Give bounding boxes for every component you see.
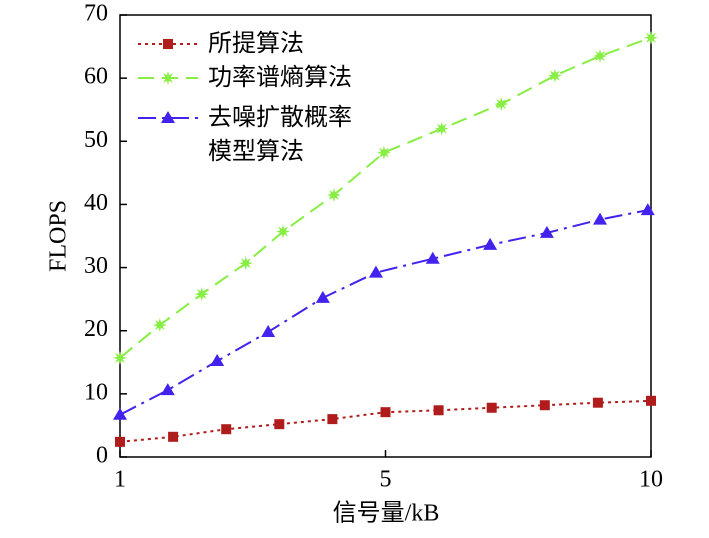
marker: [152, 318, 167, 332]
marker: [640, 203, 655, 216]
marker: [261, 324, 276, 337]
plot-frame: [119, 14, 652, 458]
y-tick-label: 20: [84, 316, 108, 342]
marker: [644, 30, 658, 45]
marker: [115, 436, 125, 447]
marker: [276, 224, 290, 239]
x-tick-label: 1: [114, 467, 126, 493]
marker: [494, 97, 509, 111]
legend-label: 去噪扩散概率模型算法: [208, 105, 352, 165]
y-tick-label: 50: [84, 127, 108, 153]
marker: [539, 400, 550, 411]
marker: [425, 251, 440, 264]
series-line: [119, 399, 652, 443]
marker: [593, 49, 607, 63]
marker: [327, 414, 338, 425]
marker: [547, 68, 562, 83]
y-axis-label: FLOPS: [46, 200, 72, 272]
marker: [380, 407, 391, 418]
y-tick-label: 70: [84, 1, 108, 27]
x-tick-label: 5: [380, 467, 392, 493]
legend-label: 所提算法: [208, 31, 304, 57]
y-tick-label: 30: [84, 253, 108, 279]
marker: [368, 265, 383, 278]
y-tick-label: 0: [96, 443, 108, 469]
y-tick-label: 60: [84, 64, 108, 90]
marker: [434, 121, 449, 136]
marker: [486, 402, 497, 413]
marker: [210, 354, 225, 367]
marker: [168, 431, 179, 442]
marker: [327, 188, 341, 202]
marker: [194, 287, 209, 302]
marker: [163, 39, 173, 49]
marker: [161, 71, 175, 85]
x-axis-label: 信号量/kB: [333, 500, 440, 527]
marker: [221, 424, 232, 435]
marker: [113, 350, 127, 365]
marker: [646, 395, 656, 406]
marker: [593, 212, 608, 225]
marker: [539, 225, 554, 238]
series-line: [119, 209, 649, 416]
series-line: [119, 36, 652, 359]
marker: [161, 111, 175, 123]
marker: [376, 145, 391, 160]
marker: [315, 290, 330, 303]
x-tick-label: 10: [639, 467, 663, 493]
marker: [483, 237, 498, 250]
marker: [238, 256, 253, 271]
y-tick-label: 10: [84, 379, 108, 405]
marker: [592, 397, 603, 408]
marker: [113, 407, 127, 420]
marker: [274, 419, 285, 430]
marker: [160, 383, 175, 396]
y-tick-label: 40: [84, 190, 108, 216]
legend-label: 功率谱熵算法: [208, 65, 352, 91]
marker: [433, 405, 444, 416]
